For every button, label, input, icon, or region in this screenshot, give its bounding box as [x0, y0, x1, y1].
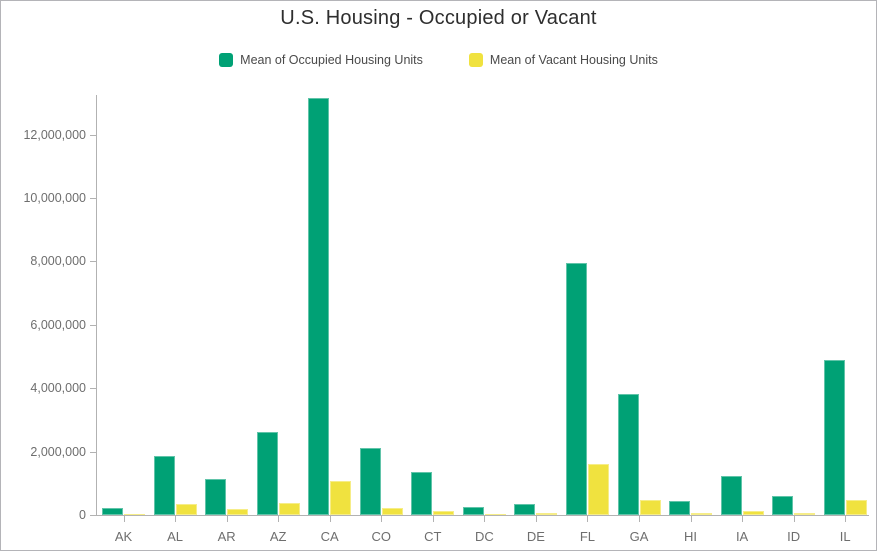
bar-hi-occupied[interactable]	[669, 500, 691, 515]
x-axis-tick	[278, 516, 280, 522]
y-axis-tick	[90, 198, 96, 199]
x-axis-tick	[690, 516, 692, 522]
bar-id-occupied[interactable]	[772, 495, 794, 515]
x-axis-tick	[123, 516, 125, 522]
x-axis-tick-label: GA	[629, 529, 649, 544]
bar-ct-occupied[interactable]	[411, 471, 433, 515]
legend-item-vacant[interactable]: Mean of Vacant Housing Units	[468, 53, 658, 67]
bar-ct-vacant[interactable]	[433, 511, 455, 515]
x-axis-tick-label: DE	[526, 529, 545, 544]
bar-il-occupied[interactable]	[823, 359, 845, 515]
x-axis-tick	[535, 516, 537, 522]
bar-co-vacant[interactable]	[381, 508, 403, 515]
y-axis-tick	[90, 261, 96, 263]
x-axis-tick-label: DC	[474, 529, 494, 544]
bar-dc-vacant[interactable]	[484, 514, 506, 515]
bar-ak-occupied[interactable]	[102, 508, 123, 515]
x-axis-tick-label: AZ	[269, 529, 287, 544]
x-axis-tick	[845, 516, 847, 522]
y-axis-tick-label: 4,000,000	[30, 381, 86, 396]
bar-ga-occupied[interactable]	[617, 393, 639, 515]
x-axis-tick-label: CT	[424, 529, 442, 544]
bar-ia-occupied[interactable]	[720, 475, 742, 515]
x-axis-tick	[587, 516, 589, 522]
x-axis-tick-label: HI	[684, 529, 698, 544]
bar-ar-occupied[interactable]	[205, 478, 227, 515]
x-axis-tick-label: CO	[371, 529, 392, 544]
x-axis-tick-label: FL	[579, 529, 596, 544]
bar-de-vacant[interactable]	[536, 513, 558, 515]
bar-az-vacant[interactable]	[278, 503, 300, 515]
y-axis-tick	[90, 134, 96, 136]
x-axis-tick	[793, 516, 795, 522]
x-axis-tick	[742, 516, 744, 522]
bar-il-vacant[interactable]	[845, 500, 867, 515]
x-axis-tick-label: IL	[839, 529, 851, 544]
bar-fl-occupied[interactable]	[565, 262, 587, 515]
legend-label-occupied: Mean of Occupied Housing Units	[240, 53, 423, 67]
bar-ak-vacant[interactable]	[124, 514, 145, 515]
bar-co-occupied[interactable]	[359, 448, 381, 515]
bar-ga-vacant[interactable]	[639, 500, 661, 515]
chart-title: U.S. Housing - Occupied or Vacant	[280, 7, 597, 29]
bar-fl-vacant[interactable]	[587, 464, 609, 515]
y-axis-line	[96, 95, 97, 516]
occupied-series-swatch-icon	[219, 53, 234, 67]
bar-ca-occupied[interactable]	[308, 98, 330, 515]
bar-al-occupied[interactable]	[153, 456, 175, 515]
y-axis-tick-label: 2,000,000	[30, 444, 86, 459]
y-axis-tick-label: 10,000,000	[23, 191, 86, 205]
y-axis-tick-label: 6,000,000	[30, 317, 86, 332]
bar-al-vacant[interactable]	[175, 503, 197, 515]
y-axis-tick	[90, 324, 96, 326]
x-axis-tick-label: AL	[167, 529, 183, 544]
bar-dc-occupied[interactable]	[462, 506, 484, 515]
x-axis-tick	[226, 516, 228, 522]
x-axis-tick-label: AR	[217, 529, 236, 544]
bar-ia-vacant[interactable]	[742, 510, 764, 515]
bar-de-occupied[interactable]	[514, 504, 536, 515]
x-axis-tick	[329, 516, 331, 522]
y-axis-tick-label: 12,000,000	[23, 127, 86, 142]
y-axis-tick-label: 8,000,000	[30, 254, 86, 269]
x-axis-tick	[381, 516, 383, 522]
bar-ar-vacant[interactable]	[227, 509, 249, 515]
vacant-series-swatch-icon	[468, 53, 483, 67]
y-axis-tick	[90, 388, 96, 390]
y-axis-tick	[90, 515, 96, 516]
legend-label-vacant: Mean of Vacant Housing Units	[489, 53, 658, 67]
x-axis-line	[96, 515, 869, 516]
legend: Mean of Occupied Housing Units Mean of V…	[1, 53, 876, 67]
bar-id-vacant[interactable]	[794, 512, 816, 515]
x-axis-tick-label: AK	[114, 529, 133, 544]
legend-item-occupied[interactable]: Mean of Occupied Housing Units	[219, 53, 423, 67]
x-axis-tick	[639, 516, 640, 522]
y-axis-tick-label: 0	[79, 508, 86, 522]
x-axis-tick-label: IA	[735, 529, 749, 544]
y-axis-tick	[90, 451, 96, 453]
bar-az-occupied[interactable]	[256, 431, 278, 515]
x-axis-tick	[175, 516, 177, 522]
bar-ca-vacant[interactable]	[330, 481, 352, 515]
x-axis-tick	[432, 516, 434, 522]
bar-hi-vacant[interactable]	[691, 512, 713, 515]
x-axis-tick-label: ID	[787, 529, 801, 544]
x-axis-tick-label: CA	[320, 529, 339, 544]
x-axis-tick	[484, 516, 486, 522]
